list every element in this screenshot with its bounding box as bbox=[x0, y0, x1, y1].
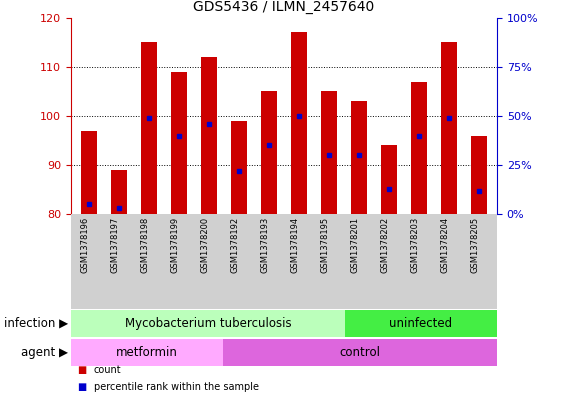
Text: GSM1378198: GSM1378198 bbox=[140, 217, 149, 273]
Bar bbox=[411, 81, 427, 214]
Text: GSM1378192: GSM1378192 bbox=[230, 217, 239, 273]
Text: control: control bbox=[340, 346, 381, 359]
Bar bbox=[223, 339, 496, 366]
Bar bbox=[171, 72, 187, 214]
Text: GSM1378205: GSM1378205 bbox=[470, 217, 479, 273]
Bar bbox=[345, 310, 496, 337]
Title: GDS5436 / ILMN_2457640: GDS5436 / ILMN_2457640 bbox=[193, 0, 375, 14]
Text: GSM1378200: GSM1378200 bbox=[200, 217, 209, 273]
Bar bbox=[72, 310, 345, 337]
Bar bbox=[291, 32, 307, 214]
Bar bbox=[321, 91, 337, 214]
Text: GSM1378199: GSM1378199 bbox=[170, 217, 179, 273]
Bar bbox=[441, 42, 457, 214]
Bar bbox=[81, 130, 97, 214]
Bar bbox=[111, 170, 127, 214]
Bar bbox=[201, 57, 217, 214]
Bar bbox=[231, 121, 247, 214]
Text: infection ▶: infection ▶ bbox=[4, 317, 68, 330]
Text: GSM1378193: GSM1378193 bbox=[260, 217, 269, 273]
Bar bbox=[351, 101, 367, 214]
Bar bbox=[381, 145, 397, 214]
Text: count: count bbox=[94, 365, 122, 375]
Text: metformin: metformin bbox=[116, 346, 178, 359]
Text: GSM1378196: GSM1378196 bbox=[80, 217, 89, 273]
Text: GSM1378202: GSM1378202 bbox=[380, 217, 389, 273]
Text: Mycobacterium tuberculosis: Mycobacterium tuberculosis bbox=[124, 317, 291, 330]
Text: uninfected: uninfected bbox=[390, 317, 453, 330]
Bar bbox=[141, 42, 157, 214]
Bar bbox=[471, 136, 487, 214]
Text: GSM1378204: GSM1378204 bbox=[440, 217, 449, 273]
Text: percentile rank within the sample: percentile rank within the sample bbox=[94, 382, 258, 392]
Bar bbox=[72, 339, 223, 366]
Bar bbox=[261, 91, 277, 214]
Text: GSM1378203: GSM1378203 bbox=[410, 217, 419, 273]
Text: GSM1378195: GSM1378195 bbox=[320, 217, 329, 273]
Text: GSM1378197: GSM1378197 bbox=[110, 217, 119, 273]
Text: ■: ■ bbox=[77, 382, 86, 392]
Text: GSM1378201: GSM1378201 bbox=[350, 217, 359, 273]
Text: GSM1378194: GSM1378194 bbox=[290, 217, 299, 273]
Text: ■: ■ bbox=[77, 365, 86, 375]
Text: agent ▶: agent ▶ bbox=[21, 346, 68, 359]
